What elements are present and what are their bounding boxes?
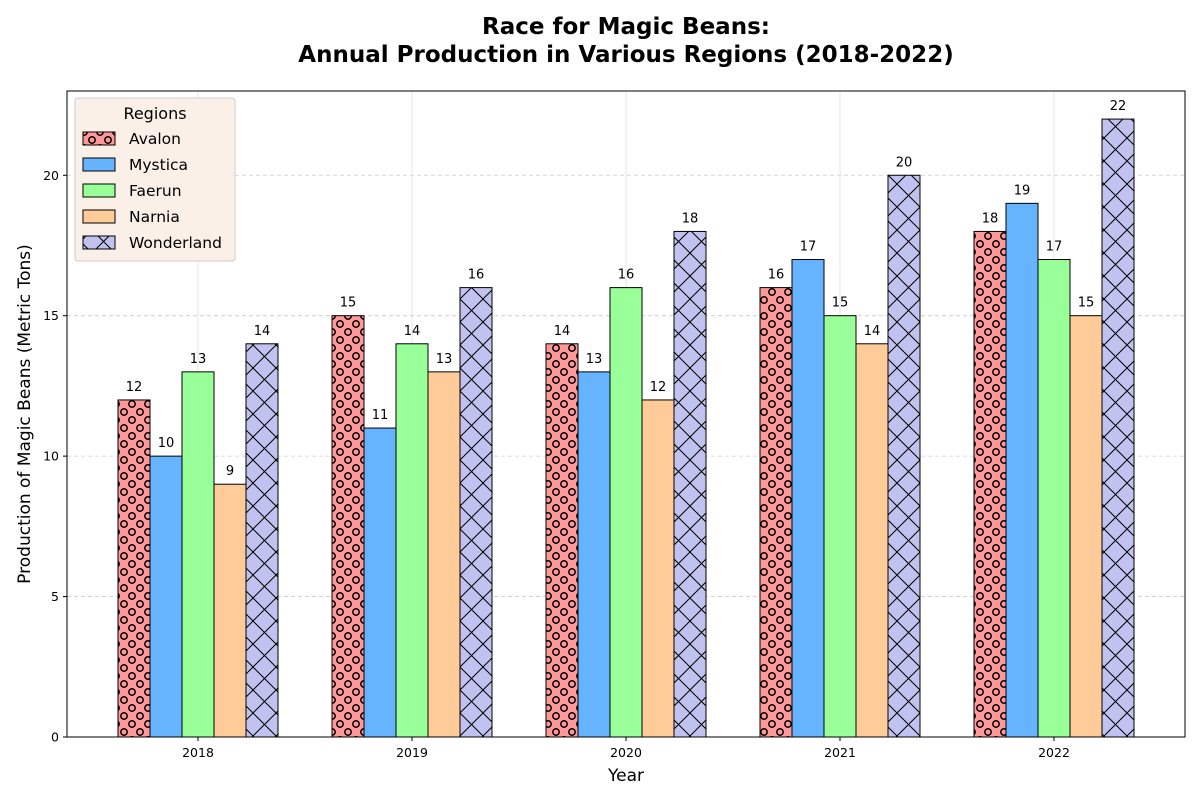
legend-item-mystica: Mystica: [82, 156, 188, 174]
bar-value-label: 9: [226, 464, 234, 479]
legend-swatch: [82, 157, 116, 172]
bar-narnia-2018: [213, 483, 247, 738]
y-tick-label: 5: [51, 589, 59, 604]
legend-label: Wonderland: [129, 234, 222, 252]
x-tick-label: 2018: [182, 745, 214, 760]
chart-title-line1: Race for Magic Beans:: [482, 14, 770, 40]
legend-label: Faerun: [129, 182, 182, 200]
x-axis-ticks: 2018 2019 2020 2021 2022: [182, 737, 1070, 760]
legend-title: Regions: [123, 104, 186, 123]
bar-narnia-2022: [1069, 315, 1103, 738]
bar-value-label: 13: [436, 352, 453, 367]
x-tick-label: 2019: [396, 745, 428, 760]
bar-value-label: 12: [126, 380, 143, 395]
legend-swatch: [82, 183, 116, 198]
legend-label: Narnia: [129, 208, 180, 226]
bar-avalon-2019: [331, 315, 365, 738]
bar-value-label: 16: [618, 268, 635, 283]
bar-value-label: 14: [254, 324, 271, 339]
bar-value-label: 13: [586, 352, 603, 367]
bar-mystica-2020: [577, 371, 611, 738]
y-axis-ticks: 0 5 10 15 20: [43, 168, 67, 745]
bar-value-label: 19: [1014, 183, 1031, 198]
bar-faerun-2018: [181, 371, 215, 738]
y-tick-label: 0: [51, 730, 59, 745]
legend-item-avalon: Avalon: [82, 130, 181, 148]
bar-wonderland-2018: [245, 343, 279, 738]
x-tick-label: 2021: [824, 745, 856, 760]
bar-wonderland-2022: [1101, 118, 1135, 738]
bar-value-label: 22: [1110, 99, 1127, 114]
bar-value-label: 10: [158, 436, 175, 451]
bar-narnia-2019: [427, 371, 461, 738]
legend-item-narnia: Narnia: [82, 208, 180, 226]
bar-value-label: 14: [554, 324, 571, 339]
bar-value-label: 15: [1078, 296, 1095, 311]
legend-item-faerun: Faerun: [82, 182, 182, 200]
bar-value-label: 20: [896, 155, 913, 170]
legend: Regions Avalon Mystica Faerun Narnia Wonderl…: [74, 97, 236, 262]
bar-wonderland-2019: [459, 287, 493, 738]
bar-avalon-2022: [973, 230, 1007, 738]
bar-faerun-2019: [395, 343, 429, 738]
bar-mystica-2022: [1005, 202, 1039, 738]
bar-avalon-2021: [759, 287, 793, 738]
bar-value-label: 18: [982, 211, 999, 226]
bar-wonderland-2021: [887, 174, 921, 738]
bar-mystica-2018: [149, 455, 183, 738]
bar-mystica-2021: [791, 259, 825, 738]
legend-swatch: [82, 131, 116, 146]
chart-title-line2: Annual Production in Various Regions (20…: [298, 42, 953, 68]
bar-value-labels: 12 10 13 9 14 15 11 14 13 16 14 13 16 12 18 16 17 15 14 20 1…: [126, 99, 1127, 479]
x-tick-label: 2022: [1038, 745, 1070, 760]
bar-value-label: 18: [682, 211, 699, 226]
bar-value-label: 16: [468, 268, 485, 283]
bar-value-label: 14: [864, 324, 881, 339]
bar-value-label: 17: [1046, 240, 1063, 255]
x-axis-label: Year: [607, 766, 644, 786]
y-axis-label: Production of Magic Beans (Metric Tons): [15, 244, 35, 584]
bar-value-label: 15: [340, 296, 357, 311]
bar-value-label: 13: [190, 352, 207, 367]
bar-value-label: 11: [372, 408, 389, 423]
bar-faerun-2020: [609, 287, 643, 738]
legend-label: Avalon: [129, 130, 181, 148]
bar-wonderland-2020: [673, 230, 707, 738]
bar-narnia-2020: [641, 399, 675, 738]
bar-value-label: 15: [832, 296, 849, 311]
legend-item-wonderland: Wonderland: [82, 234, 222, 252]
y-tick-label: 15: [43, 308, 59, 323]
bar-mystica-2019: [363, 427, 397, 738]
bar-faerun-2021: [823, 315, 857, 738]
bar-value-label: 17: [800, 240, 817, 255]
bar-avalon-2018: [117, 399, 151, 738]
legend-label: Mystica: [129, 156, 188, 174]
legend-swatch: [82, 209, 116, 224]
bar-value-label: 12: [650, 380, 667, 395]
y-tick-label: 10: [43, 449, 59, 464]
bar-avalon-2020: [545, 343, 579, 738]
legend-swatch: [82, 235, 116, 250]
x-tick-label: 2020: [610, 745, 642, 760]
bar-narnia-2021: [855, 343, 889, 738]
bars: [117, 118, 1135, 738]
y-tick-label: 20: [43, 168, 59, 183]
bar-value-label: 14: [404, 324, 421, 339]
bar-value-label: 16: [768, 268, 785, 283]
bar-faerun-2022: [1037, 259, 1071, 738]
